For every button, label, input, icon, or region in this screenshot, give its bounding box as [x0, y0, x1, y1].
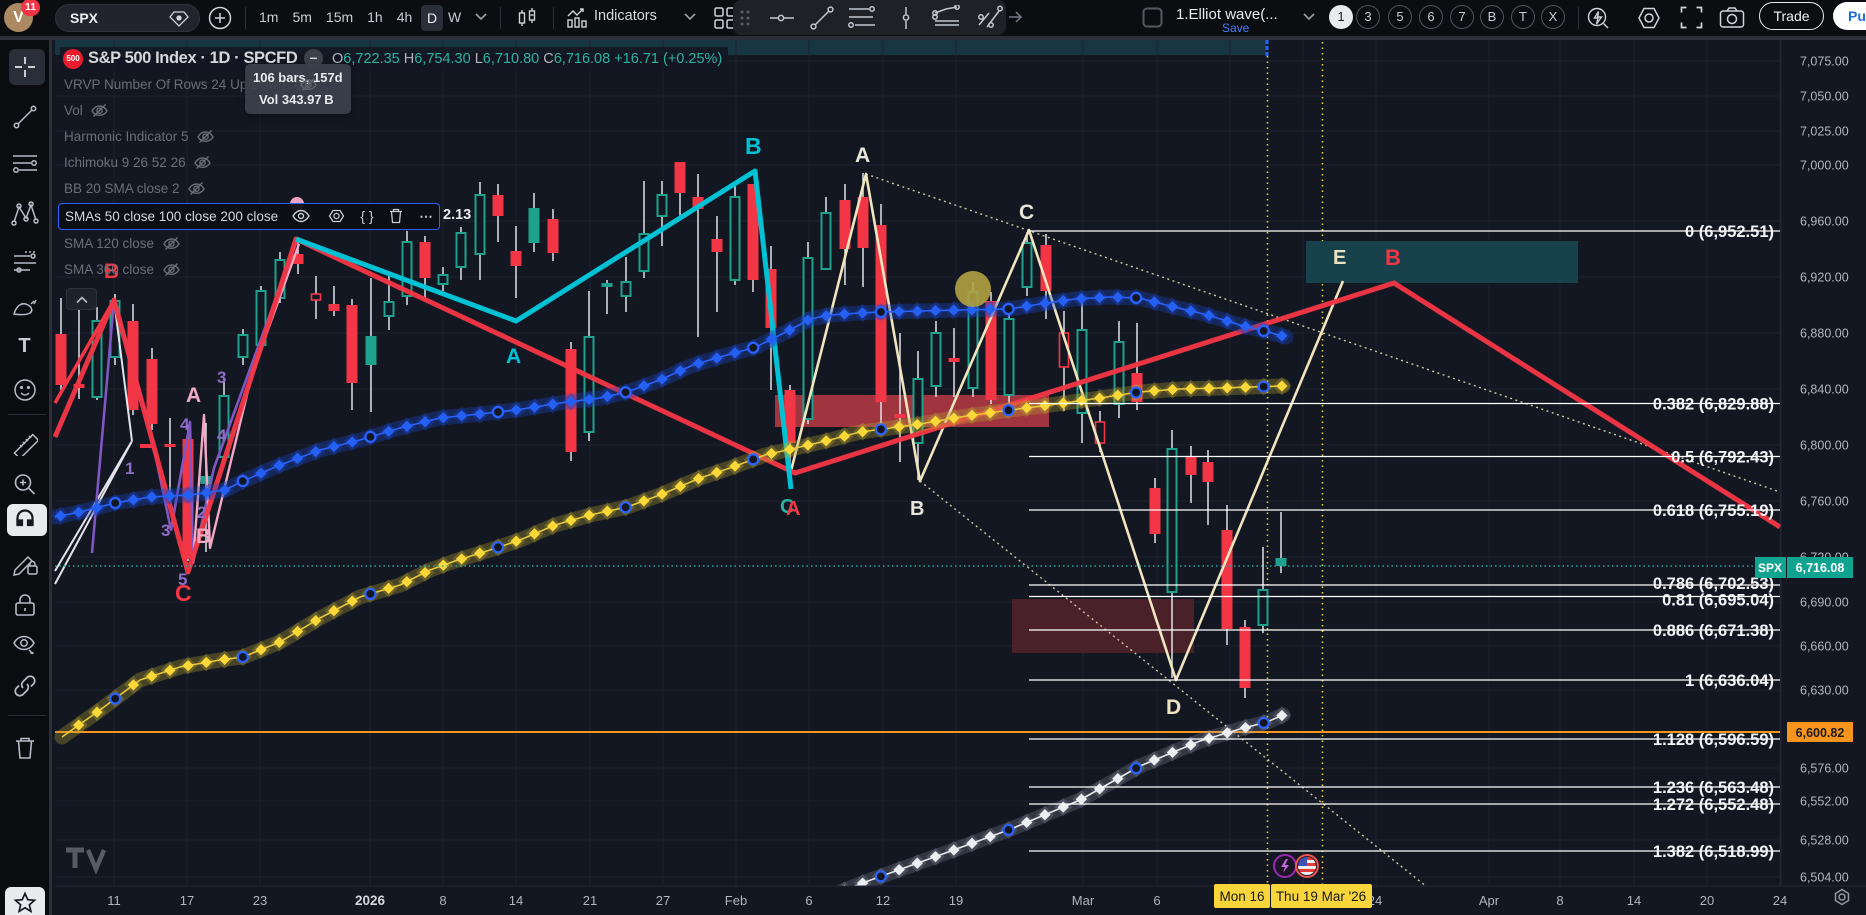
svg-text:B: B [104, 260, 119, 283]
svg-text:D: D [1166, 696, 1181, 719]
svg-text:0.786 (6,702.53): 0.786 (6,702.53) [1653, 575, 1774, 593]
svg-text:Mon 16: Mon 16 [1219, 889, 1264, 904]
svg-text:C: C [1019, 201, 1034, 224]
svg-text:6,800.00: 6,800.00 [1800, 439, 1849, 453]
svg-text:6,880.00: 6,880.00 [1800, 327, 1849, 341]
svg-text:6,600.82: 6,600.82 [1796, 726, 1845, 740]
svg-text:6,840.00: 6,840.00 [1800, 383, 1849, 397]
svg-text:C: C [780, 496, 794, 518]
svg-text:0.382 (6,829.88): 0.382 (6,829.88) [1653, 396, 1774, 414]
svg-text:2: 2 [197, 503, 206, 522]
svg-text:6,716.08: 6,716.08 [1796, 561, 1845, 575]
svg-text:17: 17 [180, 893, 194, 908]
svg-text:0.886 (6,671.38): 0.886 (6,671.38) [1653, 622, 1774, 640]
svg-text:Mar: Mar [1072, 893, 1095, 908]
svg-text:6,504.00: 6,504.00 [1800, 871, 1849, 885]
svg-text:19: 19 [949, 893, 963, 908]
svg-text:1: 1 [125, 459, 134, 478]
svg-text:6,660.00: 6,660.00 [1800, 640, 1849, 654]
svg-text:6,552.00: 6,552.00 [1800, 795, 1849, 809]
svg-text:0.5 (6,792.43): 0.5 (6,792.43) [1671, 449, 1774, 467]
svg-text:6,630.00: 6,630.00 [1800, 684, 1849, 698]
svg-text:6,576.00: 6,576.00 [1800, 762, 1849, 776]
svg-text:B: B [745, 133, 762, 159]
svg-text:8: 8 [1556, 893, 1563, 908]
svg-text:B: B [1385, 245, 1401, 270]
svg-text:0.618 (6,755.19): 0.618 (6,755.19) [1653, 502, 1774, 520]
svg-text:6,760.00: 6,760.00 [1800, 495, 1849, 509]
svg-text:24: 24 [1773, 893, 1787, 908]
svg-text:6,920.00: 6,920.00 [1800, 271, 1849, 285]
svg-text:SPX: SPX [1758, 561, 1782, 575]
svg-text:4: 4 [180, 415, 190, 434]
svg-text:1 (6,636.04): 1 (6,636.04) [1685, 672, 1774, 690]
svg-text:3: 3 [217, 368, 226, 387]
svg-text:B: B [910, 498, 924, 520]
svg-text:Apr: Apr [1479, 893, 1500, 908]
svg-text:14: 14 [1627, 893, 1641, 908]
svg-text:21: 21 [583, 893, 597, 908]
svg-text:11: 11 [107, 893, 121, 908]
svg-text:6: 6 [1153, 893, 1160, 908]
svg-text:2026: 2026 [355, 893, 386, 908]
svg-text:6,528.00: 6,528.00 [1800, 834, 1849, 848]
svg-text:C: C [175, 580, 192, 606]
svg-text:0.81 (6,695.04): 0.81 (6,695.04) [1662, 592, 1774, 610]
svg-text:Thu 19 Mar '26: Thu 19 Mar '26 [1276, 889, 1366, 904]
svg-text:27: 27 [656, 893, 670, 908]
svg-text:4: 4 [217, 426, 227, 445]
svg-text:6: 6 [805, 893, 812, 908]
svg-text:A: A [855, 144, 870, 167]
svg-text:1.272 (6,552.48): 1.272 (6,552.48) [1653, 796, 1774, 814]
svg-text:1.382 (6,518.99): 1.382 (6,518.99) [1653, 843, 1774, 861]
svg-text:A: A [506, 345, 521, 368]
svg-text:7,000.00: 7,000.00 [1800, 159, 1849, 173]
svg-text:A: A [186, 384, 201, 407]
svg-text:7,025.00: 7,025.00 [1800, 125, 1849, 139]
svg-text:1.236 (6,563.48): 1.236 (6,563.48) [1653, 779, 1774, 797]
svg-text:0 (6,952.51): 0 (6,952.51) [1685, 223, 1774, 241]
svg-text:Feb: Feb [725, 893, 747, 908]
svg-text:7,075.00: 7,075.00 [1800, 55, 1849, 69]
svg-text:14: 14 [509, 893, 523, 908]
svg-text:A: A [786, 498, 800, 520]
svg-text:5: 5 [178, 570, 187, 589]
svg-text:12: 12 [876, 893, 890, 908]
svg-text:8: 8 [439, 893, 446, 908]
svg-text:6,690.00: 6,690.00 [1800, 596, 1849, 610]
svg-text:20: 20 [1700, 893, 1714, 908]
svg-text:7,050.00: 7,050.00 [1800, 90, 1849, 104]
svg-text:E: E [1333, 247, 1346, 269]
svg-text:3: 3 [161, 521, 170, 540]
svg-text:1.128 (6,596.59): 1.128 (6,596.59) [1653, 731, 1774, 749]
svg-text:B: B [196, 525, 211, 548]
svg-text:6,960.00: 6,960.00 [1800, 215, 1849, 229]
svg-text:23: 23 [253, 893, 267, 908]
